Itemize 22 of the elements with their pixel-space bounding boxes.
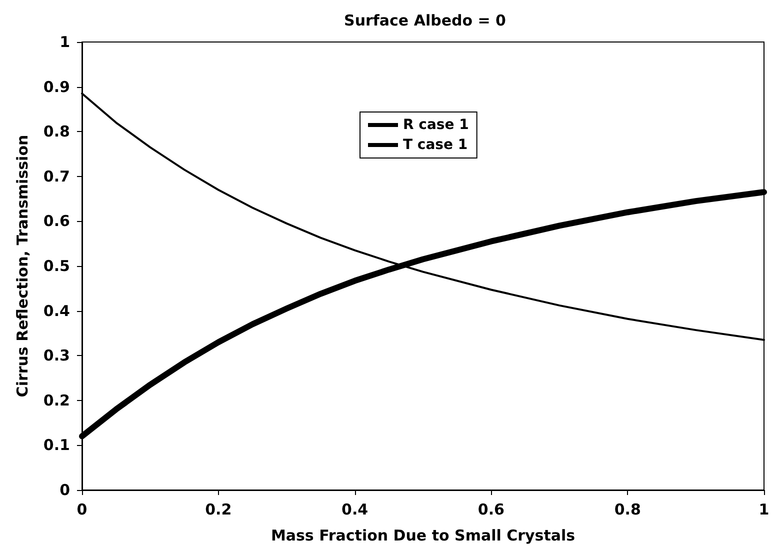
x-tick-label: 0 [76, 500, 88, 518]
y-tick-label: 0.4 [43, 302, 70, 320]
x-axis-title: Mass Fraction Due to Small Crystals [270, 526, 576, 544]
chart-title: Surface Albedo = 0 [344, 12, 506, 30]
y-tick-label: 0.6 [43, 212, 70, 230]
y-tick-label: 0.3 [43, 346, 70, 365]
x-tick-label: 0.8 [614, 500, 641, 518]
y-tick-label: 0.9 [43, 78, 70, 96]
y-tick-label: 1 [60, 33, 70, 51]
y-tick-label: 0.2 [43, 391, 70, 410]
legend-label: R case 1 [403, 117, 469, 133]
y-axis-title: Cirrus Reflection, Transmission [14, 134, 32, 398]
x-tick-label: 0.2 [205, 500, 232, 518]
x-tick-label: 0.4 [342, 500, 368, 518]
y-tick-label: 0.7 [43, 167, 70, 186]
x-tick-label: 0.6 [478, 500, 504, 518]
y-tick-label: 0.8 [43, 122, 70, 141]
x-tick-label: 1 [758, 500, 770, 518]
y-tick-label: 0 [60, 481, 70, 499]
y-tick-label: 0.1 [43, 436, 70, 454]
legend-label: T case 1 [403, 137, 468, 153]
y-tick-label: 0.5 [43, 257, 70, 275]
